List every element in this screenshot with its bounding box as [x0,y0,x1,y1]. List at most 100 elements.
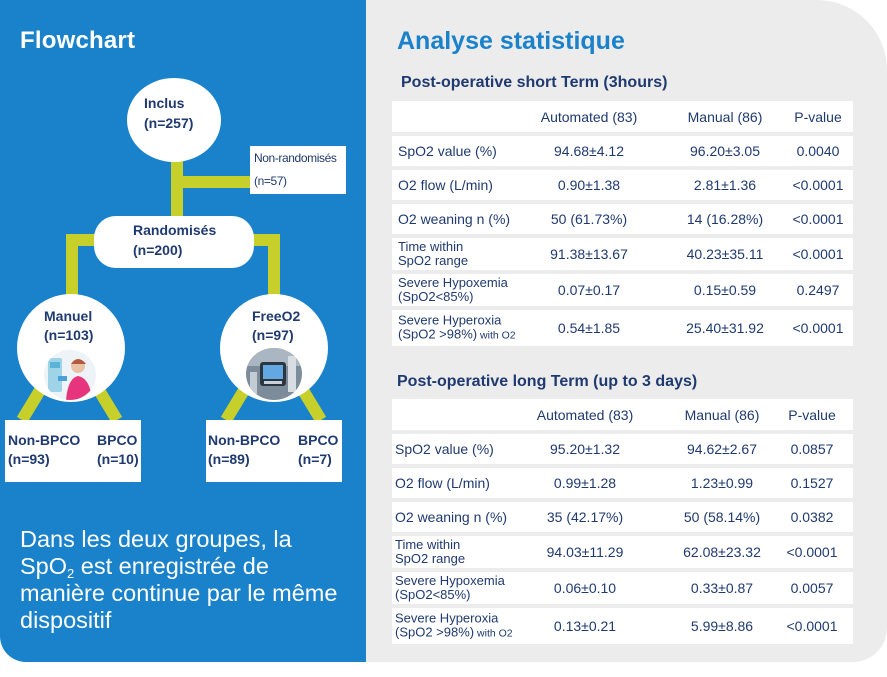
flowchart-title: Flowchart [20,27,136,54]
long_term-row-1-pvalue: 0.1527 [790,475,834,491]
short_term-row-2-pvalue: <0.0001 [792,211,844,227]
row-label-suffix: with O2 [477,329,516,342]
long_term-row-5-label: Severe Hyperoxia (SpO2 >98%) with O2 [395,611,513,641]
short_term-header-1: Manual (86) [687,108,763,125]
short_term-row-2 [392,204,853,234]
row-label-line1: Time within [398,239,464,254]
continuous-recording-note: Dans les deux groupes, la SpO2 est enreg… [20,526,350,634]
leaf-manuel-nonbpco-label: Non-BPCO [8,432,81,448]
leaf-freeo2-bpco-count: (n=7) [298,451,332,467]
inclus-label: Inclus [144,95,185,111]
row-label-line2: (SpO2 >98%) [398,326,478,342]
non-randomised-label: Non-randomisés [254,151,337,165]
row-label-line1: Severe Hypoxemia [398,275,508,290]
long_term-row-0-pvalue: 0.0857 [790,441,834,457]
randomised-node [94,216,254,268]
short_term-row-3 [392,238,853,270]
long_term-row-3 [392,536,853,568]
row-label-line2: (SpO2 >98%) [395,624,475,640]
long_term-row-2-manual: 50 (58.14%) [683,509,761,525]
short_term-row-5-automated: 0.54±1.85 [557,320,621,336]
manuel-count: (n=103) [44,327,94,343]
note-subscript: 2 [67,566,75,581]
long_term-header-0: Automated (83) [536,406,634,423]
short_term-row-4-label: Severe Hypoxemia (SpO2<85%) [398,276,508,304]
nurse-illustration-icon [44,350,96,400]
long_term-row-4-pvalue: 0.0057 [790,580,834,596]
long-term-title: Post-operative long Term (up to 3 days) [397,373,698,390]
long_term-row-4-label: Severe Hypoxemia (SpO2<85%) [395,574,505,602]
inclus-node [127,78,221,162]
note-text-part2: est enregistrée de manière continue par … [20,553,338,633]
short_term-row-3-pvalue: <0.0001 [792,246,844,262]
short_term-row-0-manual: 96.20±3.05 [690,143,760,159]
short_term-row-5-pvalue: <0.0001 [792,320,844,336]
long_term-row-1-automated: 0.99±1.28 [553,475,617,491]
short_term-row-2-manual: 14 (16.28%) [686,211,764,227]
long_term-row-3-manual: 62.08±23.32 [683,544,761,560]
row-label-line2-wrap: (SpO2 >98%) with O2 [395,624,513,641]
long_term-row-0-label: SpO2 value (%) [395,441,494,457]
short_term-row-4-pvalue: 0.2497 [796,282,840,298]
connector-freeo2 [250,234,280,298]
randomised-label: Randomisés [133,222,217,238]
row-label-suffix: with O2 [474,627,513,640]
short_term-row-4 [392,274,853,306]
long_term-row-0 [392,434,853,464]
long_term-row-5 [392,608,853,644]
leaf-freeo2-bpco-label: BPCO [298,432,339,448]
short_term-row-0-automated: 94.68±4.12 [554,143,624,159]
long_term-row-3-automated: 94.03±11.29 [546,544,624,560]
long_term-row-4 [392,572,853,604]
manuel-subgroups-box [5,420,141,482]
randomised-count: (n=200) [133,242,183,258]
freeo2-count: (n=97) [252,327,294,343]
short_term-row-4-automated: 0.07±0.17 [557,282,621,298]
statistics-title: Analyse statistique [397,27,625,55]
long_term-row-3-pvalue: <0.0001 [786,544,838,560]
leaf-manuel-bpco-count: (n=10) [97,451,139,467]
short_term-row-1-manual: 2.81±1.36 [693,177,757,193]
short_term-row-1-pvalue: <0.0001 [792,177,844,193]
row-label-line1: Time within [395,537,461,552]
row-label-line2: (SpO2<85%) [398,289,474,304]
leaf-freeo2-nonbpco-count: (n=89) [208,451,250,467]
row-label-line1: Severe Hyperoxia [398,312,502,328]
short_term-row-3-manual: 40.23±35.11 [686,246,764,262]
short_term-row-3-automated: 91.38±13.67 [550,246,628,262]
long_term-row-3-label: Time within SpO2 range [395,538,465,566]
freeo2-subgroups-box [206,420,342,482]
long_term-row-0-manual: 94.62±2.67 [687,441,757,457]
long_term-row-4-automated: 0.06±0.10 [553,580,617,596]
short_term-row-0-label: SpO2 value (%) [398,143,497,159]
row-label-line2-wrap: SpO2 range [395,552,465,566]
long_term-header-2: P-value [788,406,836,423]
short_term-row-5-label: Severe Hyperoxia (SpO2 >98%) with O2 [398,312,516,343]
short_term-header-row [392,101,853,132]
short_term-row-0 [392,136,853,166]
inclus-count: (n=257) [144,115,194,131]
row-label-line2-wrap: SpO2 range [398,254,468,268]
row-label-line2-wrap: (SpO2<85%) [398,290,508,304]
long_term-row-1-label: O2 flow (L/min) [395,475,490,491]
non-randomised-count: (n=57) [254,174,287,188]
short_term-header-2: P-value [794,108,842,125]
short_term-row-1 [392,170,853,200]
long_term-row-5-manual: 5.99±8.86 [690,618,754,634]
row-label-line2-wrap: (SpO2<85%) [395,588,505,602]
long_term-row-1-manual: 1.23±0.99 [690,475,754,491]
short_term-header-0: Automated (83) [540,108,638,125]
leaf-freeo2-nonbpco-label: Non-BPCO [208,432,281,448]
short_term-row-1-automated: 0.90±1.38 [557,177,621,193]
device-illustration-icon [246,348,302,400]
short_term-row-4-manual: 0.15±0.59 [693,282,757,298]
manuel-label: Manuel [44,308,93,324]
leaf-manuel-nonbpco-count: (n=93) [8,451,50,467]
short_term-row-5-manual: 25.40±31.92 [686,320,764,336]
row-label-line2: SpO2 range [395,551,466,566]
long_term-row-5-pvalue: <0.0001 [786,618,838,634]
row-label-line1: Severe Hypoxemia [395,573,505,588]
row-label-line2: SpO2 range [398,253,469,268]
row-label-line2: (SpO2<85%) [395,587,471,602]
note-text-part1: Dans les deux groupes, la SpO [20,526,292,579]
